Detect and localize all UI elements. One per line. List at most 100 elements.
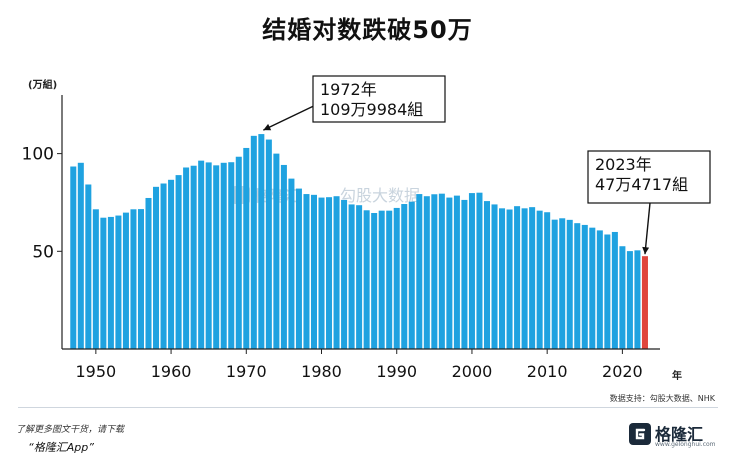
bar-1950 bbox=[92, 209, 99, 349]
bar-1997 bbox=[446, 197, 453, 349]
footer-divider bbox=[18, 407, 718, 408]
bar-2003 bbox=[491, 204, 498, 349]
annotation-year: 1972年 bbox=[320, 80, 377, 99]
bar-1975 bbox=[280, 164, 287, 349]
annotation-box bbox=[312, 75, 446, 123]
bars bbox=[70, 134, 648, 349]
bar-1958 bbox=[153, 186, 160, 349]
logo-text: 格隆汇 bbox=[655, 425, 704, 444]
page-title: 结婚对数跌破50万 bbox=[262, 16, 473, 44]
bar-2011 bbox=[551, 219, 558, 349]
bar-1955 bbox=[130, 209, 137, 349]
bar-1994 bbox=[423, 196, 430, 349]
annotation-box bbox=[587, 150, 711, 204]
bar-1971 bbox=[250, 135, 257, 349]
annotation-value: 109万9984組 bbox=[320, 100, 423, 119]
annotation-year: 2023年 bbox=[595, 155, 652, 174]
bar-1968 bbox=[228, 162, 235, 349]
annotation-arrow-head bbox=[263, 123, 272, 131]
bar-2007 bbox=[521, 208, 528, 349]
bar-1987 bbox=[371, 213, 378, 349]
annotation-arrow-head bbox=[642, 246, 650, 255]
bar-1953 bbox=[115, 215, 122, 349]
bar-1996 bbox=[438, 193, 445, 349]
bar-1991 bbox=[401, 204, 408, 349]
x-tick-label: 1980 bbox=[301, 362, 342, 381]
bar-1962 bbox=[183, 167, 190, 349]
tick-labels: 1950 1960 1970 1980 1990 2000 2010 2020 50 100 bbox=[22, 145, 643, 381]
footer-app-name: “格隆汇App” bbox=[28, 441, 94, 454]
bar-2006 bbox=[514, 206, 521, 349]
bar-1947 bbox=[70, 166, 77, 349]
x-tick-label: 2000 bbox=[452, 362, 493, 381]
bar-2020 bbox=[619, 246, 626, 349]
bar-1960 bbox=[168, 179, 175, 349]
bar-2015 bbox=[581, 224, 588, 349]
bar-2019 bbox=[611, 231, 618, 349]
annotation-arrow-line bbox=[263, 101, 323, 131]
bar-2023 bbox=[641, 256, 648, 349]
bar-1993 bbox=[416, 194, 423, 349]
bar-1948 bbox=[77, 162, 84, 349]
bar-1981 bbox=[326, 197, 333, 349]
bar-1986 bbox=[363, 210, 370, 349]
x-tick-label: 1950 bbox=[75, 362, 116, 381]
x-tick-label: 1970 bbox=[226, 362, 267, 381]
bar-1972 bbox=[258, 134, 265, 349]
watermark-text: 勾股大数据 bbox=[340, 186, 420, 205]
bar-2014 bbox=[574, 223, 581, 349]
bar-1959 bbox=[160, 183, 167, 349]
x-tick-label: 1960 bbox=[151, 362, 192, 381]
bar-1965 bbox=[205, 162, 212, 349]
bar-1982 bbox=[333, 196, 340, 349]
bar-1990 bbox=[393, 207, 400, 349]
y-tick-label: 50 bbox=[32, 242, 54, 262]
bar-1977 bbox=[295, 188, 302, 349]
bar-2021 bbox=[626, 251, 633, 349]
bar-2009 bbox=[536, 210, 543, 349]
bar-1970 bbox=[243, 147, 250, 349]
bar-2005 bbox=[506, 209, 513, 349]
gelonghui-logo-icon bbox=[629, 423, 651, 445]
y-tick-label: 100 bbox=[22, 145, 54, 165]
bar-1952 bbox=[107, 216, 114, 349]
gelonghui-logo: 格隆汇 www.gelonghui.com bbox=[628, 420, 728, 450]
source-note: 数据支持：勾股大数据、NHK bbox=[610, 393, 716, 403]
logo-url: www.gelonghui.com bbox=[655, 441, 716, 448]
bar-2017 bbox=[596, 230, 603, 349]
bar-2022 bbox=[634, 250, 641, 349]
bar-1978 bbox=[303, 194, 310, 349]
x-tick-label: 1990 bbox=[376, 362, 417, 381]
bar-2012 bbox=[559, 218, 566, 349]
bar-1988 bbox=[378, 210, 385, 349]
bar-1973 bbox=[265, 139, 272, 349]
bar-1985 bbox=[356, 205, 363, 349]
footer-tip: 了解更多图文干货，请下载 bbox=[16, 425, 125, 435]
bar-2018 bbox=[604, 234, 611, 349]
bar-1956 bbox=[137, 209, 144, 349]
bar-1974 bbox=[273, 153, 280, 349]
bar-1984 bbox=[348, 204, 355, 349]
bar-1957 bbox=[145, 197, 152, 349]
bar-2010 bbox=[544, 212, 551, 349]
y-axis-label: (万組) bbox=[28, 78, 57, 91]
bar-1998 bbox=[453, 195, 460, 349]
bar-2000 bbox=[468, 193, 475, 349]
bar-1954 bbox=[122, 212, 129, 349]
annotation-arrow-line bbox=[644, 202, 651, 255]
bar-2002 bbox=[483, 201, 490, 349]
bar-2008 bbox=[529, 207, 536, 349]
x-tick-label: 2010 bbox=[527, 362, 568, 381]
x-tick-label: 2020 bbox=[602, 362, 643, 381]
bar-2013 bbox=[566, 219, 573, 349]
bar-1967 bbox=[220, 162, 227, 349]
bar-1966 bbox=[213, 165, 220, 349]
bar-1951 bbox=[100, 217, 107, 349]
x-axis-label: 年 bbox=[672, 369, 682, 382]
bar-1980 bbox=[318, 197, 325, 349]
bar-1995 bbox=[431, 194, 438, 349]
